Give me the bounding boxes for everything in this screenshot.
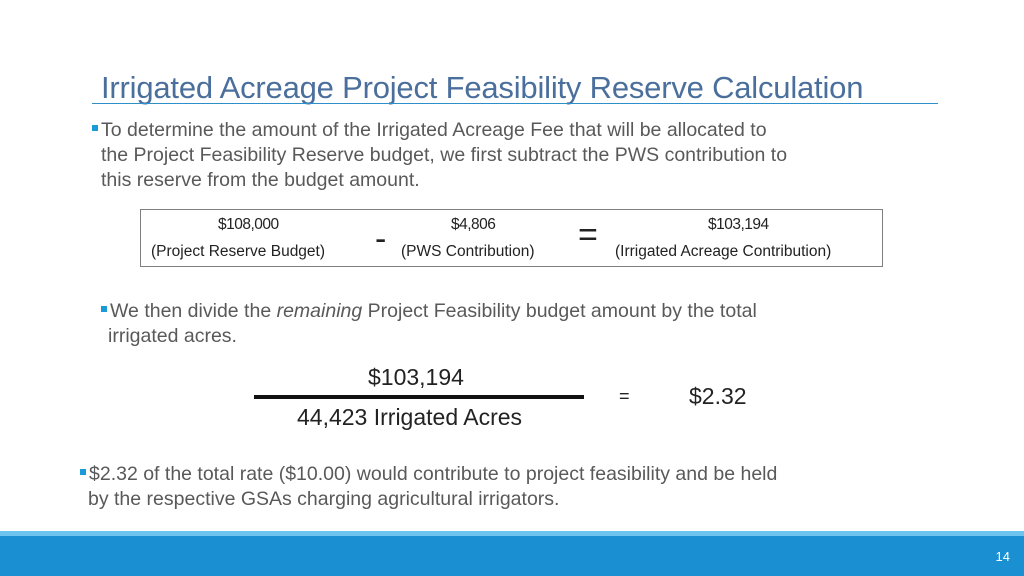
bullet2-line2: irrigated acres. bbox=[108, 325, 237, 347]
bullet3-line2: by the respective GSAs charging agricult… bbox=[88, 488, 560, 510]
fraction-numerator: $103,194 bbox=[368, 364, 464, 390]
project-reserve-budget-value: $108,000 bbox=[218, 216, 279, 233]
equals-sign: = bbox=[578, 216, 598, 254]
bullet-subtract-explanation: To determine the amount of the Irrigated… bbox=[92, 118, 942, 193]
bullet-square-icon bbox=[101, 305, 107, 312]
project-reserve-budget-label: (Project Reserve Budget) bbox=[151, 243, 326, 260]
title-underline bbox=[92, 103, 938, 104]
division-equals-sign: = bbox=[619, 386, 630, 406]
bullet-divide-explanation: We then divide the remaining Project Fea… bbox=[101, 299, 931, 349]
fraction-bar bbox=[254, 395, 584, 399]
footer-accent-stripe bbox=[0, 531, 1024, 536]
bullet3-line1: $2.32 of the total rate ($10.00) would c… bbox=[89, 463, 778, 485]
bullet1-line2: the Project Feasibility Reserve budget, … bbox=[101, 144, 788, 166]
bullet-rate-conclusion: $2.32 of the total rate ($10.00) would c… bbox=[80, 462, 960, 512]
footer-bar bbox=[0, 536, 1024, 576]
bullet1-line1: To determine the amount of the Irrigated… bbox=[101, 119, 767, 141]
bullet2-pre: We then divide the bbox=[110, 300, 277, 322]
bullet1-line3: this reserve from the budget amount. bbox=[101, 169, 420, 191]
irrigated-acreage-contribution-label: (Irrigated Acreage Contribution) bbox=[615, 243, 832, 260]
pws-contribution-label: (PWS Contribution) bbox=[401, 243, 535, 260]
fraction-denominator: 44,423 Irrigated Acres bbox=[297, 404, 523, 430]
pws-contribution-value: $4,806 bbox=[451, 216, 496, 233]
bullet-square-icon bbox=[92, 124, 98, 131]
slide-title: Irrigated Acreage Project Feasibility Re… bbox=[101, 70, 864, 105]
subtraction-equation-box: $108,000 (Project Reserve Budget) - $4,8… bbox=[140, 209, 883, 267]
bullet-square-icon bbox=[80, 468, 86, 475]
minus-sign: - bbox=[375, 220, 387, 258]
irrigated-acreage-contribution-value: $103,194 bbox=[708, 216, 769, 233]
page-number: 14 bbox=[995, 549, 1010, 564]
bullet2-emphasis: remaining bbox=[276, 300, 363, 322]
division-result: $2.32 bbox=[689, 383, 747, 409]
bullet2-post: Project Feasibility budget amount by the… bbox=[362, 300, 757, 322]
